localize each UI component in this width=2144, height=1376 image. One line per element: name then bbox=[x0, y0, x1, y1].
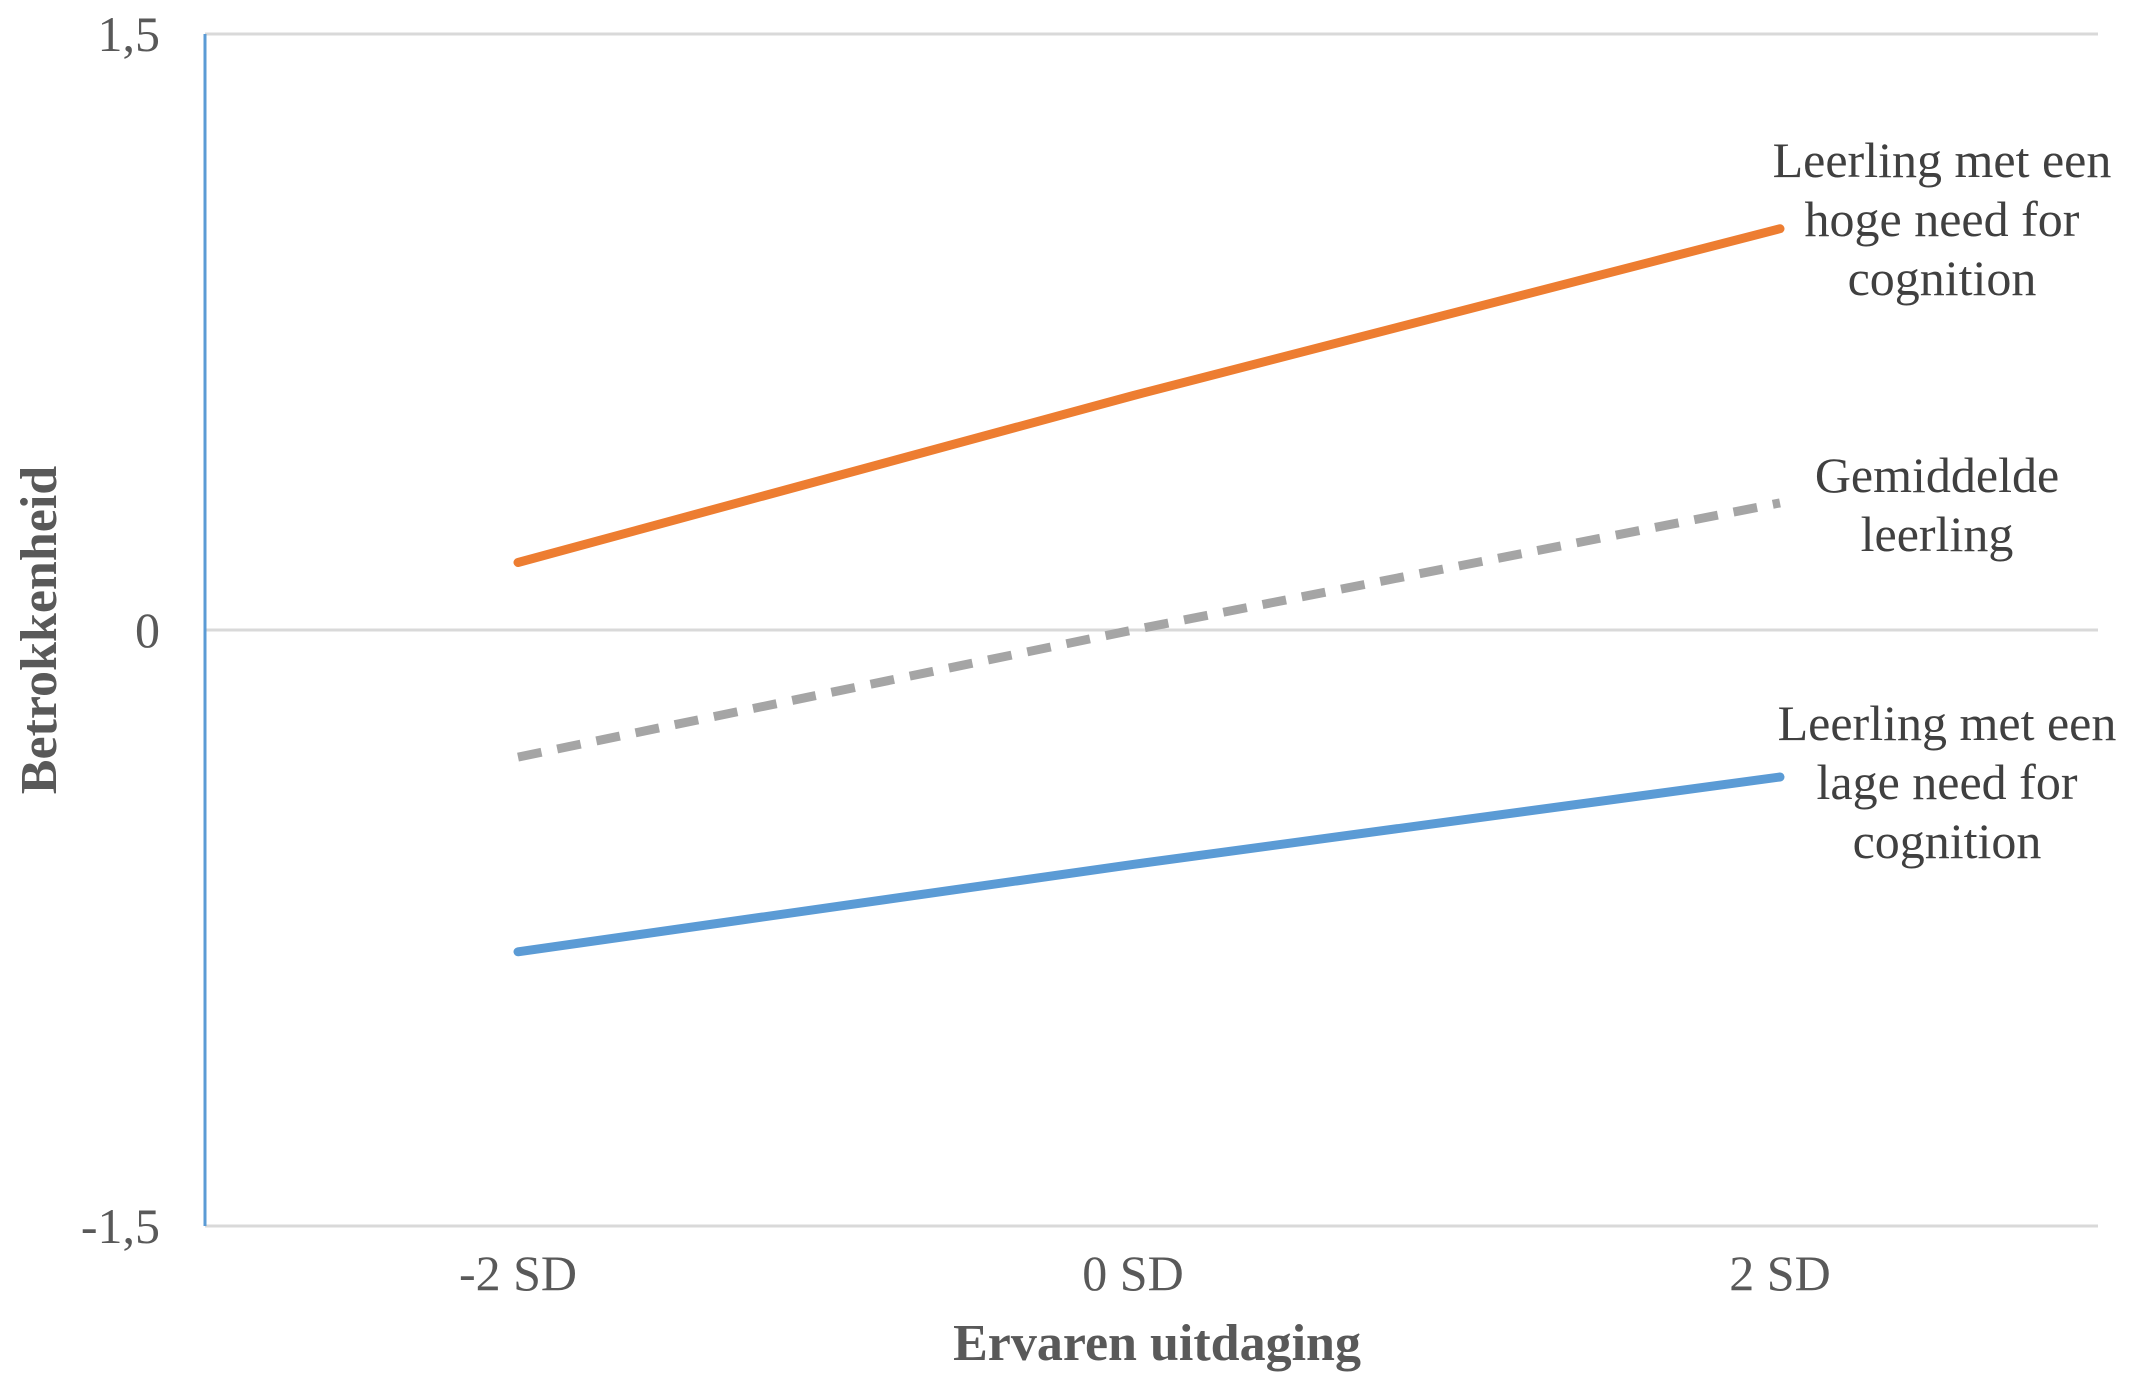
series-lines bbox=[513, 224, 1785, 957]
x-tick-label: -2 SD bbox=[459, 1245, 577, 1301]
series-label-average: Gemiddelde leerling bbox=[1815, 447, 2059, 562]
series-line-average bbox=[517, 498, 1781, 762]
series-label-line: cognition bbox=[1853, 813, 2042, 869]
series-label-low-need: Leerling met een lage need for cognition bbox=[1778, 695, 2117, 869]
x-axis-title: Ervaren uitdaging bbox=[953, 1315, 1361, 1372]
x-tick-label: 0 SD bbox=[1082, 1245, 1183, 1301]
series-labels: Leerling met een hoge need for cognitionGe… bbox=[1773, 132, 2117, 869]
series-label-line: Leerling met een bbox=[1773, 132, 2112, 188]
series-label-high-need: Leerling met een hoge need for cognition bbox=[1773, 132, 2112, 306]
y-tick-label: 1,5 bbox=[98, 6, 161, 62]
y-tick-label: -1,5 bbox=[81, 1198, 160, 1254]
series-label-line: Gemiddelde bbox=[1815, 447, 2059, 503]
series-label-line: lage need for bbox=[1817, 754, 2078, 810]
series-label-line: Leerling met een bbox=[1778, 695, 2117, 751]
y-tick-label: 0 bbox=[135, 602, 160, 658]
series-label-line: cognition bbox=[1848, 250, 2037, 306]
series-line-high-need bbox=[513, 224, 1785, 567]
y-axis-title: Betrokkenheid bbox=[11, 466, 68, 795]
x-tick-label: 2 SD bbox=[1729, 1245, 1830, 1301]
series-label-line: hoge need for bbox=[1805, 191, 2080, 247]
series-line-low-need bbox=[513, 772, 1785, 957]
tick-labels: -1,5 0 1,5 -2 SD 0 SD 2 SD bbox=[81, 6, 1831, 1301]
series-label-line: leerling bbox=[1861, 506, 2014, 562]
